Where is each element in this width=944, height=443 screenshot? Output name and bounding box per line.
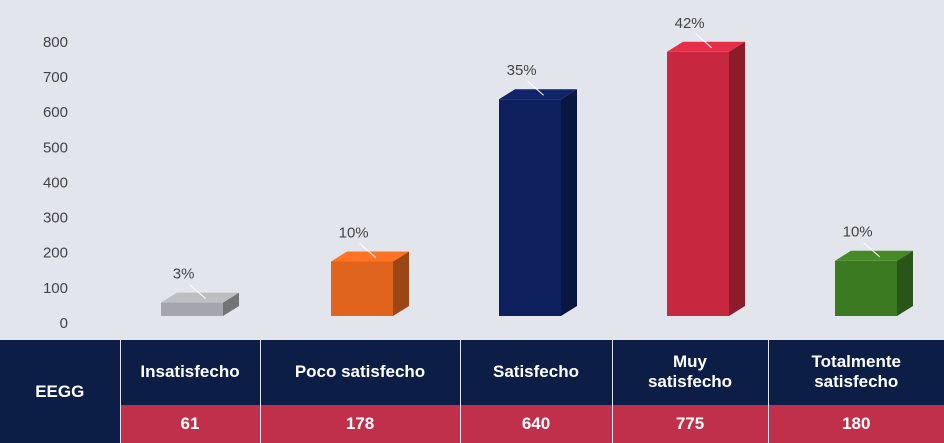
bar-top bbox=[667, 41, 745, 52]
percent-label: 10% bbox=[339, 224, 369, 241]
bar-top bbox=[161, 292, 239, 303]
bar-side bbox=[223, 292, 239, 316]
bar-side bbox=[393, 251, 409, 316]
bar bbox=[499, 89, 577, 316]
bar bbox=[835, 250, 913, 316]
bar-top bbox=[835, 250, 913, 261]
y-tick-label: 100 bbox=[43, 280, 68, 297]
category-cell: Totalmente satisfecho bbox=[767, 340, 944, 405]
bar-front bbox=[331, 261, 393, 316]
leader-line bbox=[863, 242, 880, 258]
y-tick-label: 600 bbox=[43, 104, 68, 121]
percent-label: 35% bbox=[507, 62, 537, 79]
y-tick-label: 700 bbox=[43, 69, 68, 86]
y-tick-label: 200 bbox=[43, 245, 68, 262]
y-tick-label: 400 bbox=[43, 174, 68, 191]
category-cell: Poco satisfecho bbox=[259, 340, 460, 405]
bar bbox=[331, 251, 409, 316]
category-cell: Muy satisfecho bbox=[611, 340, 768, 405]
value-cell: 640 bbox=[459, 404, 612, 443]
data-table: EEGG Insatisfecho Poco satisfecho Satisf… bbox=[0, 340, 944, 443]
y-tick-label: 500 bbox=[43, 139, 68, 156]
percent-label: 42% bbox=[675, 15, 705, 32]
bar-front bbox=[835, 260, 897, 316]
bar-side bbox=[897, 250, 913, 316]
leader-line bbox=[527, 80, 544, 96]
y-tick-label: 300 bbox=[43, 210, 68, 227]
row-header: EEGG bbox=[0, 340, 120, 443]
category-cell: Satisfecho bbox=[459, 340, 612, 405]
leader-line bbox=[189, 284, 206, 299]
leader-line bbox=[695, 33, 712, 49]
percent-label: 10% bbox=[843, 224, 873, 241]
y-tick-label: 800 bbox=[43, 34, 68, 51]
value-cell: 775 bbox=[611, 404, 768, 443]
leader-line bbox=[359, 243, 376, 258]
chart: 0 100 200 300 400 500 600 700 800 3% 10% 35% 42% 10% bbox=[43, 15, 913, 332]
category-cell: Insatisfecho bbox=[119, 340, 260, 405]
bar-top bbox=[499, 89, 577, 100]
bar-front bbox=[161, 302, 223, 316]
bar bbox=[161, 292, 239, 316]
bar-side bbox=[561, 89, 577, 316]
bar-side bbox=[729, 41, 745, 316]
value-cell: 61 bbox=[119, 404, 260, 443]
bar-front bbox=[499, 99, 561, 316]
bar-top bbox=[331, 251, 409, 262]
value-cell: 178 bbox=[259, 404, 460, 443]
value-cell: 180 bbox=[767, 404, 944, 443]
bar bbox=[667, 41, 745, 316]
y-tick-label: 0 bbox=[60, 315, 68, 332]
bar-front bbox=[667, 51, 729, 316]
percent-label: 3% bbox=[173, 266, 195, 283]
